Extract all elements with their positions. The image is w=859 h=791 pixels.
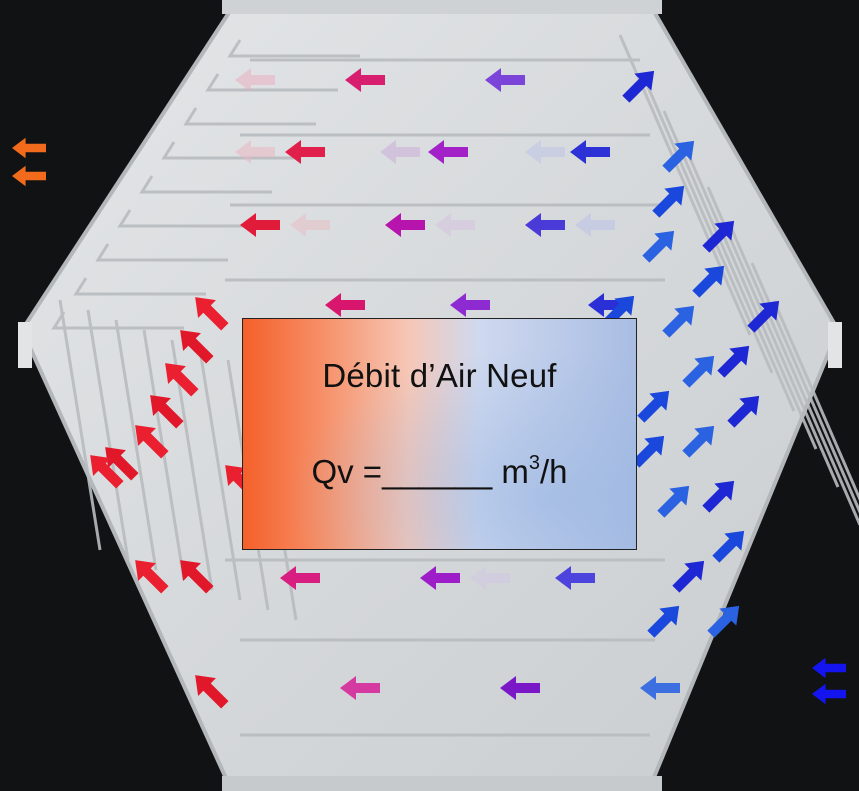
formula-suffix: /h [539, 453, 568, 490]
up-left-arrow-icon [180, 560, 214, 594]
left-arrow-icon [588, 293, 628, 317]
up-right-arrow-icon [657, 485, 690, 518]
up-left-arrow-icon [195, 675, 229, 709]
channel-line [117, 209, 250, 228]
up-left-arrow-icon [90, 455, 124, 489]
left-arrow-icon [500, 676, 540, 700]
channel-line [95, 243, 228, 262]
up-right-arrow-icon [622, 70, 655, 103]
up-right-arrow-icon [682, 425, 715, 458]
channel-line [205, 73, 338, 92]
up-right-arrow-icon [642, 230, 675, 263]
left-arrow-icon [345, 68, 385, 92]
up-right-arrow-icon [682, 355, 715, 388]
box-title: Débit d’Air Neuf [322, 357, 557, 394]
up-right-arrow-icon [662, 305, 695, 338]
left-arrow-icon [640, 676, 680, 700]
left-arrow-icon [240, 213, 280, 237]
up-right-arrow-icon [647, 605, 680, 638]
up-right-arrow-icon [702, 480, 735, 513]
channel-line [183, 107, 316, 126]
left-arrow-icon [812, 683, 846, 705]
channel-line [114, 319, 158, 571]
up-left-arrow-icon [135, 425, 169, 459]
plate-right-tab [828, 322, 842, 368]
channel-line [227, 39, 360, 58]
up-left-arrow-icon [105, 447, 139, 481]
left-arrow-icon [290, 213, 330, 237]
channel-line [728, 224, 859, 526]
airflow-label-box: Débit d’Air Neuf Qv =______ m3/h [242, 318, 637, 550]
plate-left-tab [18, 322, 32, 368]
left-arrow-icon [12, 165, 46, 187]
channel-line [51, 311, 184, 330]
up-right-arrow-icon [672, 560, 705, 593]
left-arrow-icon [570, 140, 610, 164]
up-right-arrow-icon [707, 605, 740, 638]
channel-line [139, 175, 272, 194]
left-arrow-icon [450, 293, 490, 317]
left-arrow-icon [470, 566, 510, 590]
left-arrow-icon [525, 140, 565, 164]
left-arrow-icon [280, 566, 320, 590]
up-left-arrow-icon [135, 560, 169, 594]
left-arrow-icon [385, 213, 425, 237]
formula-exponent: 3 [528, 452, 540, 474]
up-left-arrow-icon [150, 395, 184, 429]
left-arrow-icon [435, 213, 475, 237]
left-arrow-icon [12, 137, 46, 159]
left-arrow-icon [812, 657, 846, 679]
box-formula: Qv =______ m3/h [243, 453, 636, 491]
left-arrow-icon [235, 68, 275, 92]
up-right-arrow-icon [637, 390, 670, 423]
up-left-arrow-icon [180, 330, 214, 364]
plate-top-tab [222, 0, 662, 14]
formula-prefix: Qv =______ m [311, 453, 529, 490]
up-right-arrow-icon [712, 530, 745, 563]
left-arrow-icon [380, 140, 420, 164]
left-arrow-icon [428, 140, 468, 164]
up-right-arrow-icon [692, 265, 725, 298]
up-left-arrow-icon [195, 297, 229, 331]
airflow-arrows [12, 68, 846, 709]
up-right-arrow-icon [747, 300, 780, 333]
up-right-arrow-icon [652, 185, 685, 218]
channel-line [73, 277, 206, 296]
up-left-arrow-icon [165, 363, 199, 397]
left-arrow-icon [420, 566, 460, 590]
channel-line [772, 300, 859, 501]
up-right-arrow-icon [702, 220, 735, 253]
left-arrow-icon [235, 140, 275, 164]
left-arrow-icon [485, 68, 525, 92]
left-arrow-icon [525, 213, 565, 237]
up-right-arrow-icon [632, 435, 665, 468]
up-right-arrow-icon [662, 140, 695, 173]
plate-bottom-tab [222, 776, 662, 791]
channel-line [86, 309, 130, 561]
left-arrow-icon [340, 676, 380, 700]
channel-line [58, 299, 102, 551]
left-arrow-icon [575, 213, 615, 237]
left-arrow-icon [285, 140, 325, 164]
channel-line [198, 349, 242, 601]
channel-line [684, 148, 818, 450]
left-arrow-icon [555, 566, 595, 590]
channel-line [662, 110, 796, 412]
up-right-arrow-icon [717, 345, 750, 378]
left-arrow-icon [325, 293, 365, 317]
up-right-arrow-icon [727, 395, 760, 428]
